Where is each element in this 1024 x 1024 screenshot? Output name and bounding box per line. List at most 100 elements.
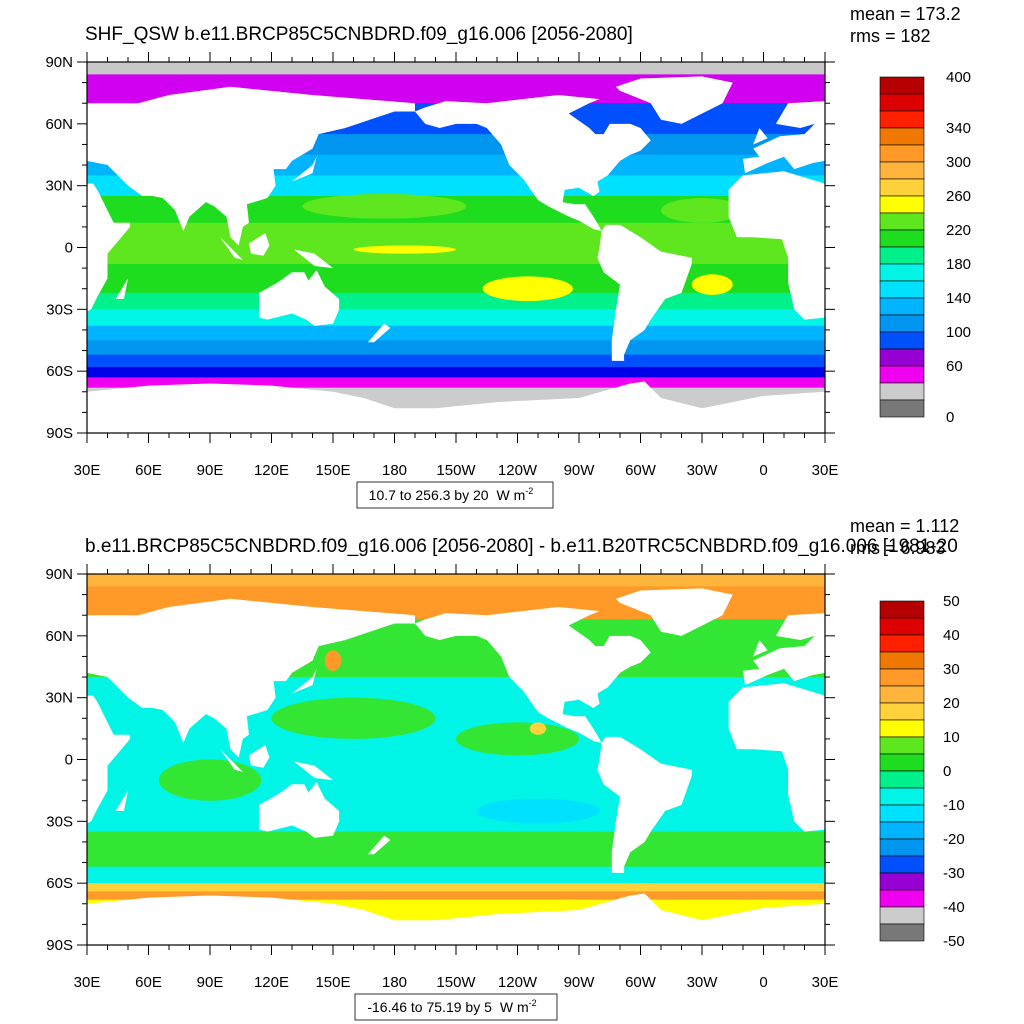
range-text: -16.46 to 75.19 by 5 [367, 999, 492, 1015]
land [87, 598, 415, 758]
colorbar-box [879, 770, 925, 789]
colorbar-label: 60 [946, 358, 963, 375]
units-exponent: -2 [525, 486, 533, 496]
colorbar-box [879, 855, 925, 874]
colorbar-label: 140 [946, 290, 971, 307]
ocean-band [87, 831, 825, 868]
land [87, 86, 415, 246]
colorbar-label: -30 [943, 865, 965, 882]
colorbar-label: 400 [946, 69, 971, 86]
colorbar-label: 0 [946, 409, 954, 426]
lon-label: 0 [759, 462, 767, 479]
colorbar-box [879, 314, 925, 333]
lon-label: 30W [687, 974, 719, 991]
colorbar-box [879, 93, 925, 112]
lat-label: 0 [65, 240, 73, 257]
range-box [356, 481, 554, 509]
map-panel: SHF_QSW b.e11.BRCP85C5CNBDRD.f09_g16.006… [45, 4, 971, 509]
lon-label: 120W [498, 974, 538, 991]
colorbar-box [879, 685, 925, 704]
ocean-anomaly [302, 193, 467, 219]
land [367, 323, 391, 343]
colorbar-box [879, 297, 925, 316]
colorbar-label: 220 [946, 222, 971, 239]
colorbar-box [879, 906, 925, 925]
colorbar-box [879, 178, 925, 197]
ocean-anomaly [456, 722, 579, 756]
land [259, 782, 340, 838]
lat-label: 0 [65, 752, 73, 769]
colorbar-box [879, 246, 925, 265]
ocean-band [87, 574, 825, 587]
colorbar-box [879, 280, 925, 299]
rms-label: rms = 6.983 [850, 538, 946, 558]
land [87, 183, 131, 312]
lat-label: 90S [46, 425, 73, 442]
land [597, 736, 692, 873]
colorbar-label: 50 [943, 593, 960, 610]
land [294, 249, 333, 269]
units-text: W m [500, 999, 529, 1015]
land [294, 761, 333, 781]
map-field [87, 62, 825, 433]
units-text: W m [497, 487, 526, 503]
ocean-band [87, 340, 825, 356]
colorbar-box [879, 889, 925, 908]
colorbar-label: 300 [946, 154, 971, 171]
colorbar-box [879, 195, 925, 214]
land [743, 613, 825, 686]
land [615, 588, 733, 636]
ocean-anomaly [476, 798, 600, 824]
colorbar-box [879, 838, 925, 857]
ocean-band [87, 377, 825, 389]
colorbar-box [879, 719, 925, 738]
lat-label: 30S [46, 301, 73, 318]
land [115, 790, 128, 812]
lon-label: 90E [197, 974, 224, 991]
colorbar-box [879, 923, 925, 942]
colorbar-box [879, 821, 925, 840]
ocean-band [87, 883, 825, 892]
land [87, 893, 825, 945]
colorbar-box [879, 263, 925, 282]
colorbar-box [879, 76, 925, 95]
colorbar-box [879, 702, 925, 721]
lon-label: 60E [135, 462, 162, 479]
colorbar-box [879, 787, 925, 806]
mean-label: mean = 173.2 [850, 4, 961, 24]
colorbar-box [879, 736, 925, 755]
colorbar-label: -50 [943, 933, 965, 950]
land [292, 156, 317, 182]
colorbar-box [879, 127, 925, 146]
land [615, 76, 733, 124]
range-text: 10.7 to 256.3 by 20 [369, 487, 489, 503]
ocean-band [87, 354, 825, 368]
range-label: -16.46 to 75.19 by 5 W m-2 [367, 998, 536, 1015]
lon-label: 120W [498, 462, 538, 479]
lon-label: 120E [254, 974, 289, 991]
colorbar-box [879, 872, 925, 891]
ocean-band [87, 367, 825, 378]
colorbar-box [879, 365, 925, 384]
colorbar-box [879, 382, 925, 401]
land [220, 749, 243, 772]
colorbar-label: 20 [943, 695, 960, 712]
colorbar-box [879, 753, 925, 772]
ocean-anomaly [353, 245, 456, 254]
colorbar-label: 180 [946, 256, 971, 273]
land [597, 224, 692, 361]
lon-label: 30E [812, 974, 839, 991]
colorbar-box [879, 634, 925, 653]
lon-label: 90W [564, 974, 596, 991]
lon-label: 30E [74, 462, 101, 479]
colorbar-label: 340 [946, 120, 971, 137]
land [367, 835, 391, 855]
colorbar-box [879, 331, 925, 350]
ocean-band [87, 222, 825, 265]
land [292, 668, 317, 694]
land [87, 381, 825, 433]
lon-label: 30E [812, 462, 839, 479]
ocean-anomaly [482, 276, 573, 302]
colorbar-box [879, 668, 925, 687]
